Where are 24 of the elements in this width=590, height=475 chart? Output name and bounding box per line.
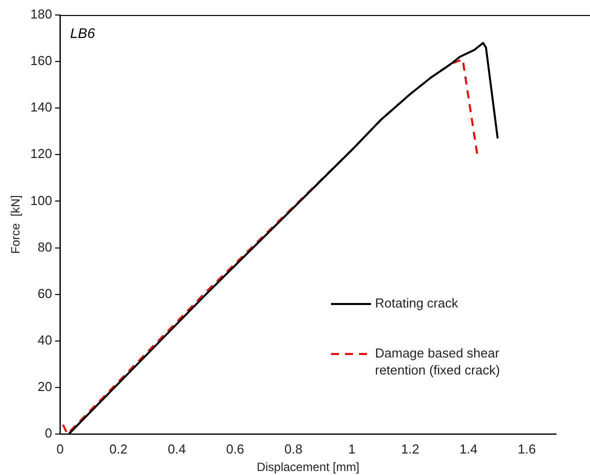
x-tick-label: 1.2 (401, 441, 420, 456)
y-tick-label: 60 (38, 286, 52, 301)
x-tick-label: 0.8 (284, 441, 302, 456)
y-tick-label: 0 (44, 426, 52, 441)
y-tick-label: 20 (38, 379, 52, 394)
y-axis-title: Force [kN] (8, 195, 23, 254)
x-tick-label: 0.2 (109, 441, 128, 456)
y-tick-label: 180 (30, 6, 52, 22)
x-tick-label: 0.4 (168, 441, 186, 456)
x-axis-title: Displacement [mm] (256, 460, 360, 474)
x-tick-label: 1.4 (459, 441, 478, 456)
y-tick-label: 160 (30, 53, 52, 68)
x-tick-label: 0 (56, 441, 64, 456)
legend-label: Rotating crack (375, 296, 459, 311)
annotation: LB6 (70, 24, 96, 41)
y-tick-label: 80 (38, 239, 52, 254)
y-tick-label: 100 (30, 192, 52, 208)
y-tick-label: 120 (30, 146, 52, 162)
y-tick-label: 140 (30, 100, 52, 115)
y-tick-label: 40 (38, 332, 52, 348)
legend-label: Damage based shear retention (fixed crack) (375, 346, 500, 378)
x-tick-label: 1.6 (518, 441, 536, 456)
x-tick-label: 0.6 (226, 441, 244, 456)
x-tick-label: 1 (348, 441, 356, 456)
